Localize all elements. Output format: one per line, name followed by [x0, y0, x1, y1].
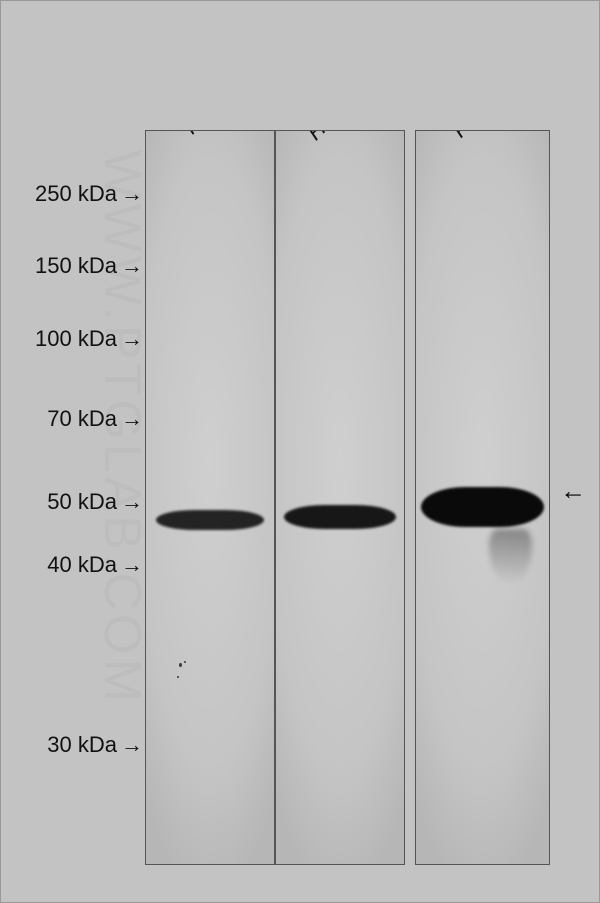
mw-label: 40 kDa→ — [0, 552, 143, 578]
arrow-right-icon: → — [121, 552, 143, 578]
mw-label: 50 kDa→ — [0, 489, 143, 515]
lane: HepG2 — [275, 130, 405, 865]
mw-value: 250 kDa — [35, 181, 117, 207]
mw-value: 30 kDa — [47, 732, 117, 758]
lane-vignette — [276, 131, 404, 864]
blot-figure: WWW.PTGLAB.COM 250 kDa→150 kDa→100 kDa→7… — [0, 0, 600, 903]
lane: PC-12 — [415, 130, 550, 865]
mw-label: 250 kDa→ — [0, 181, 143, 207]
lanes-region: HeLaHepG2PC-12 — [145, 130, 550, 865]
arrow-right-icon: → — [121, 253, 143, 279]
lane: HeLa — [145, 130, 275, 865]
mw-value: 40 kDa — [47, 552, 117, 578]
mw-value: 70 kDa — [47, 406, 117, 432]
protein-band — [284, 505, 397, 529]
arrow-right-icon: → — [121, 489, 143, 515]
mw-label: 70 kDa→ — [0, 406, 143, 432]
mw-label: 100 kDa→ — [0, 326, 143, 352]
mw-label: 150 kDa→ — [0, 253, 143, 279]
mw-value: 150 kDa — [35, 253, 117, 279]
protein-band — [156, 510, 264, 530]
arrow-right-icon: → — [121, 181, 143, 207]
target-band-arrow: ← — [560, 476, 586, 507]
protein-band — [421, 487, 543, 527]
mw-value: 50 kDa — [47, 489, 117, 515]
lane-vignette — [146, 131, 274, 864]
mw-label: 30 kDa→ — [0, 732, 143, 758]
noise-speck — [177, 676, 179, 678]
arrow-right-icon: → — [121, 732, 143, 758]
arrow-right-icon: → — [121, 406, 143, 432]
arrow-right-icon: → — [121, 326, 143, 352]
mw-value: 100 kDa — [35, 326, 117, 352]
